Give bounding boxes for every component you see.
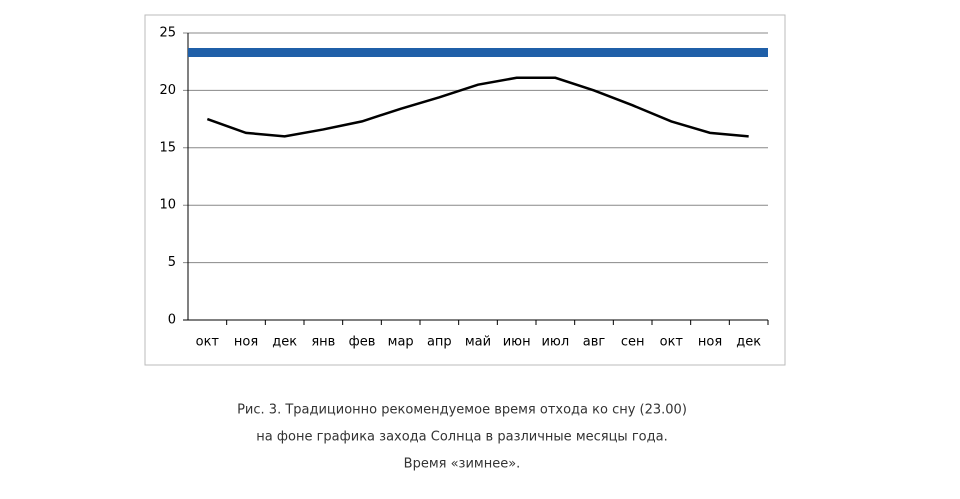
x-tick-label: апр [427, 335, 452, 350]
x-tick-label: ноя [698, 335, 722, 350]
chart-border [144, 14, 786, 366]
x-tick-label: фев [349, 335, 376, 350]
x-tick-label: июн [503, 335, 531, 350]
x-tick-label: янв [311, 335, 335, 350]
x-tick-label: дек [736, 335, 761, 350]
x-tick-label: июл [541, 335, 569, 350]
x-tick-label: ноя [234, 335, 258, 350]
x-tick-label: мар [388, 335, 414, 350]
x-tick-label: сен [621, 335, 645, 350]
x-tick-label: авг [583, 335, 606, 350]
x-tick-label: окт [660, 335, 684, 350]
y-tick-label: 10 [159, 198, 176, 213]
caption-line: Рис. 3. Традиционно рекомендуемое время … [237, 403, 687, 418]
y-tick-label: 0 [168, 313, 176, 328]
caption-line: на фоне графика захода Солнца в различны… [256, 430, 667, 445]
x-tick-label: май [465, 335, 491, 350]
y-tick-label: 15 [159, 140, 176, 155]
x-tick-label: окт [196, 335, 220, 350]
y-tick-label: 5 [168, 255, 176, 270]
y-tick-label: 20 [159, 83, 176, 98]
x-tick-label: дек [272, 335, 297, 350]
caption-line: Время «зимнее». [404, 457, 521, 472]
y-tick-label: 25 [159, 26, 176, 41]
series-line [206, 76, 749, 138]
